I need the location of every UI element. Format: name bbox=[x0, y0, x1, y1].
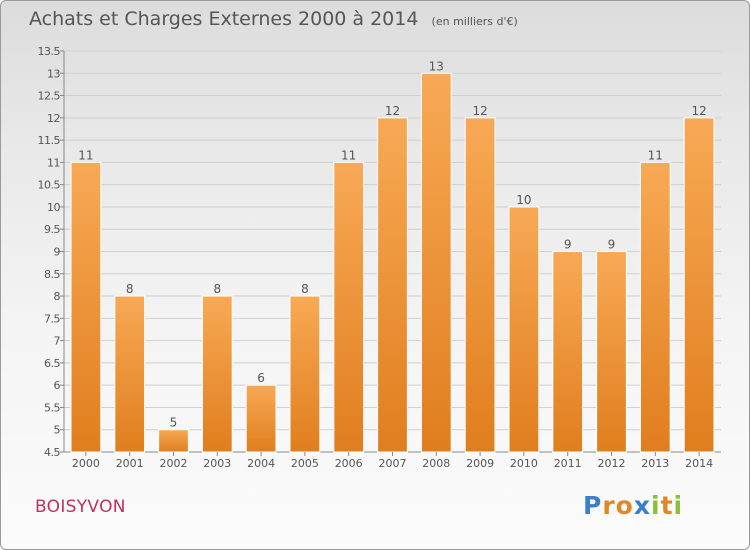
x-tick-label: 2005 bbox=[291, 457, 319, 470]
bar bbox=[464, 117, 496, 453]
y-tick-label: 12 bbox=[47, 112, 60, 125]
bar bbox=[420, 72, 452, 453]
y-tick-label: 13.5 bbox=[38, 45, 61, 58]
x-tick-label: 2010 bbox=[510, 457, 538, 470]
y-tick-label: 13 bbox=[47, 67, 60, 80]
chart-title: Achats et Charges Externes 2000 à 2014 bbox=[29, 8, 419, 30]
x-tick-label: 2003 bbox=[203, 457, 231, 470]
data-label: 9 bbox=[564, 238, 572, 252]
x-tick-label: 2006 bbox=[335, 457, 363, 470]
y-tick-label: 8.5 bbox=[44, 268, 60, 281]
y-tick-label: 10 bbox=[47, 201, 60, 214]
data-label: 10 bbox=[516, 193, 531, 207]
x-tick-label: 2011 bbox=[554, 457, 582, 470]
y-tick-label: 11.5 bbox=[38, 134, 61, 147]
bar bbox=[508, 206, 540, 453]
x-tick-label: 2014 bbox=[685, 457, 713, 470]
bar bbox=[114, 295, 146, 453]
title-row: Achats et Charges Externes 2000 à 2014 (… bbox=[29, 8, 518, 30]
chart-subtitle: (en milliers d'€) bbox=[431, 15, 518, 28]
y-tick-label: 5 bbox=[54, 424, 61, 437]
bar bbox=[201, 295, 233, 453]
y-tick-label: 11 bbox=[47, 156, 60, 169]
x-tick-label: 2009 bbox=[466, 457, 494, 470]
x-tick-label: 2004 bbox=[247, 457, 275, 470]
x-tick-label: 2000 bbox=[72, 457, 100, 470]
bar bbox=[377, 117, 408, 453]
logo-letter: x bbox=[633, 491, 651, 520]
y-tick-label: 6.5 bbox=[44, 357, 60, 370]
y-tick-label: 7.5 bbox=[44, 312, 60, 325]
data-label: 9 bbox=[608, 238, 616, 252]
logo-letter: i bbox=[673, 491, 684, 520]
y-tick-label: 10.5 bbox=[38, 179, 61, 192]
bar bbox=[552, 251, 584, 453]
data-label: 11 bbox=[648, 148, 663, 162]
place-name: BOISYVON bbox=[35, 497, 126, 517]
x-tick-label: 2008 bbox=[422, 457, 450, 470]
bar bbox=[596, 251, 627, 453]
x-tick-label: 2007 bbox=[379, 457, 407, 470]
data-label: 11 bbox=[78, 148, 93, 162]
bar bbox=[639, 161, 671, 453]
data-label: 12 bbox=[472, 104, 487, 118]
y-tick-label: 4.5 bbox=[44, 446, 60, 459]
x-tick-label: 2013 bbox=[641, 457, 669, 470]
x-tick-label: 2012 bbox=[598, 457, 626, 470]
bar bbox=[289, 295, 321, 453]
logo-letter: o bbox=[615, 491, 634, 520]
data-label: 8 bbox=[301, 282, 309, 296]
x-tick-label: 2001 bbox=[116, 457, 144, 470]
y-tick-label: 6 bbox=[54, 379, 61, 392]
logo-letter: r bbox=[602, 491, 616, 520]
bar bbox=[333, 161, 365, 453]
y-tick-label: 5.5 bbox=[44, 401, 60, 414]
y-tick-label: 7 bbox=[54, 335, 61, 348]
bar bbox=[683, 117, 715, 453]
y-tick-label: 8 bbox=[54, 290, 61, 303]
y-tick-label: 9 bbox=[54, 246, 61, 259]
data-label: 12 bbox=[691, 104, 706, 118]
data-label: 12 bbox=[385, 104, 400, 118]
data-label: 11 bbox=[341, 148, 356, 162]
bar bbox=[158, 429, 189, 453]
data-label: 8 bbox=[213, 282, 221, 296]
data-label: 13 bbox=[429, 59, 444, 73]
data-label: 8 bbox=[126, 282, 134, 296]
bar bbox=[245, 384, 277, 453]
logo-letter: t bbox=[660, 491, 674, 520]
y-tick-label: 9.5 bbox=[44, 223, 60, 236]
y-tick-label: 12.5 bbox=[38, 90, 61, 103]
proxiti-logo: Proxiti bbox=[583, 491, 683, 520]
x-tick-label: 2002 bbox=[160, 457, 188, 470]
data-label: 5 bbox=[170, 416, 178, 430]
logo-letter: i bbox=[651, 491, 661, 520]
logo-letter: P bbox=[583, 491, 603, 520]
data-label: 6 bbox=[257, 371, 265, 385]
bar bbox=[70, 161, 102, 453]
